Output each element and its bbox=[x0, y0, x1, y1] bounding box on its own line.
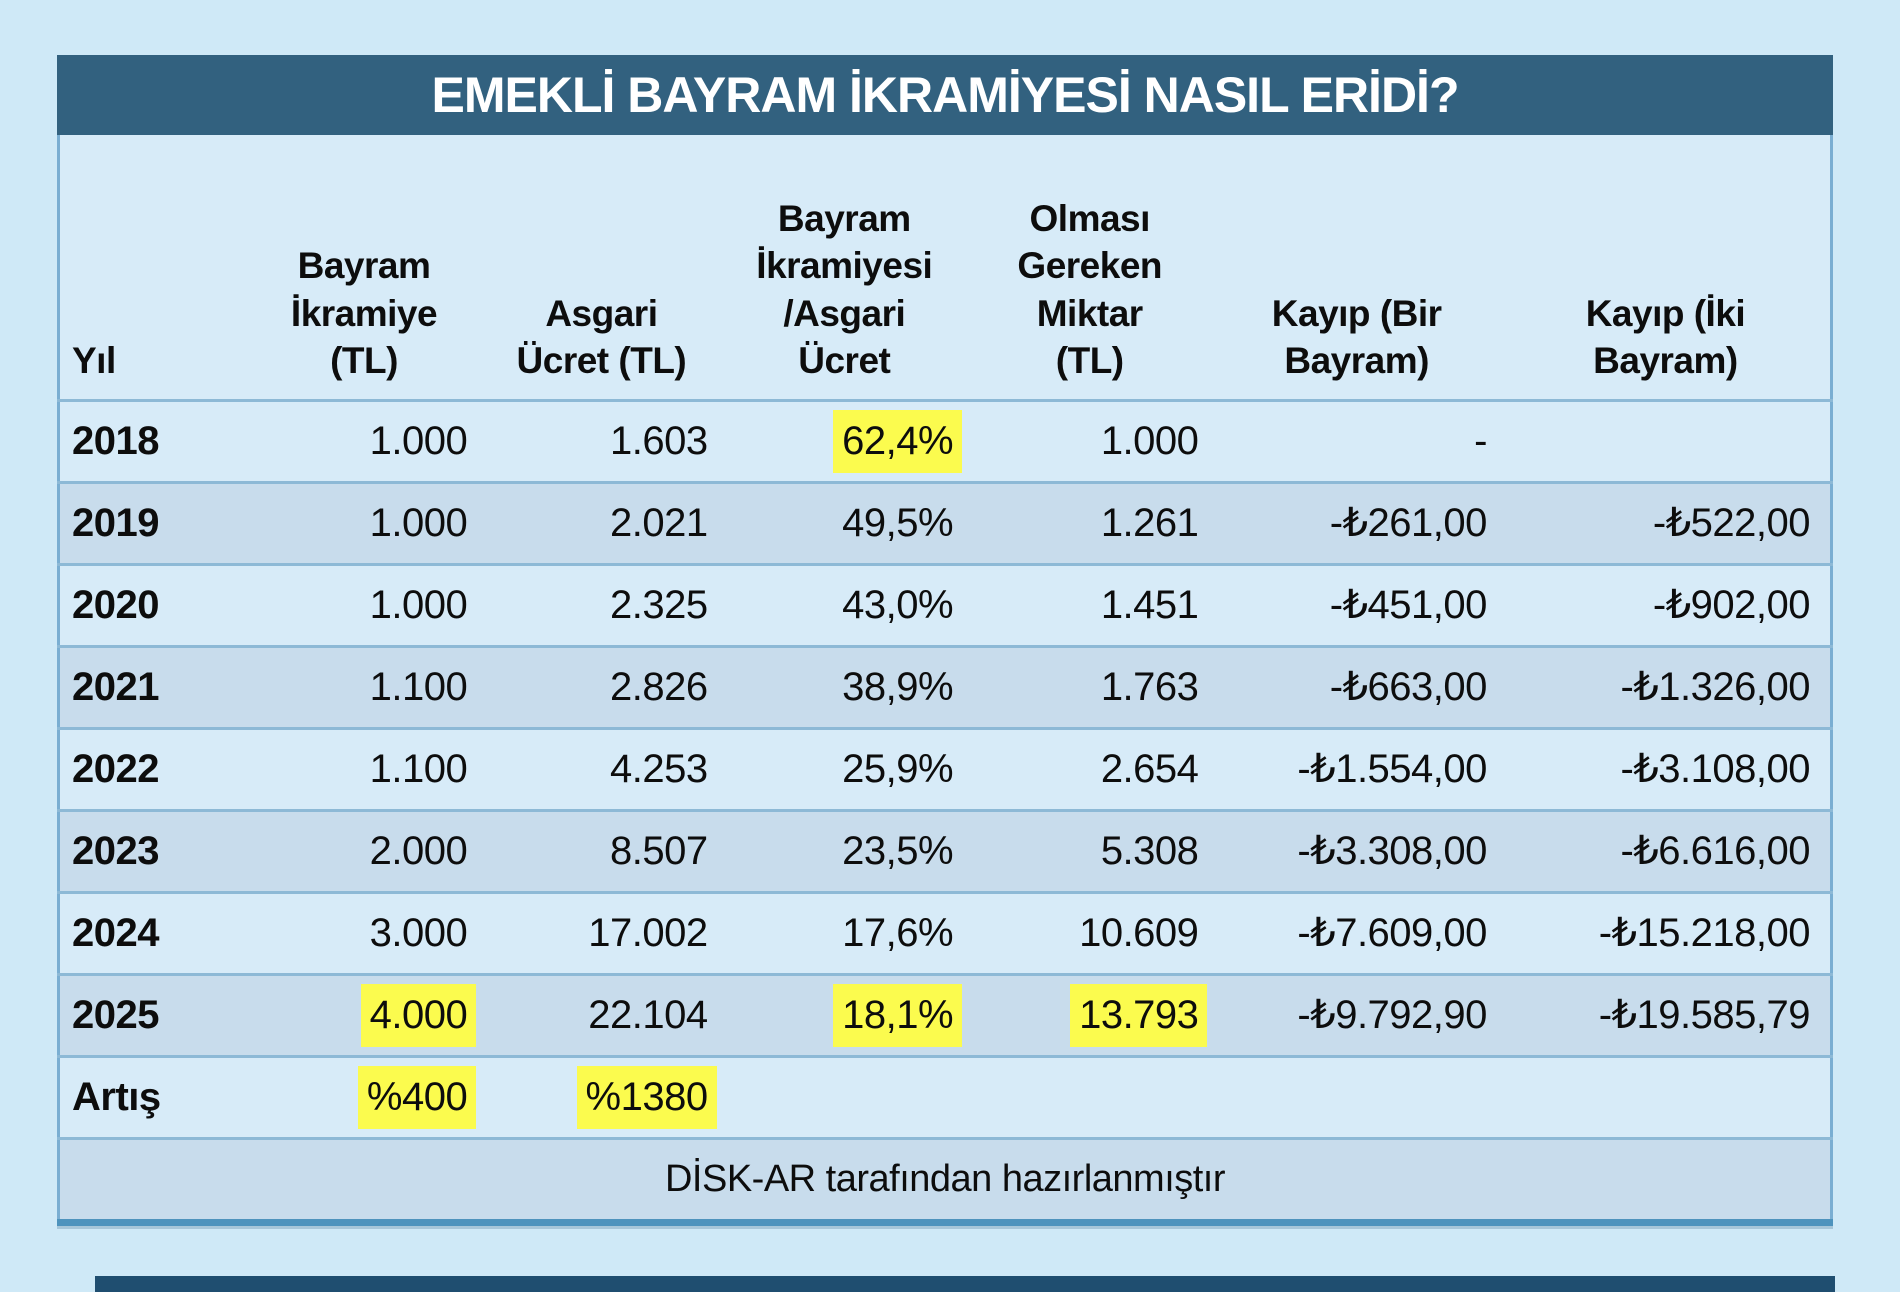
table-cell: 2.826 bbox=[481, 644, 722, 728]
table-cell: 17.002 bbox=[481, 890, 722, 974]
table-row: Artış %400 %1380 bbox=[58, 1054, 1832, 1138]
row-label: 2018 bbox=[72, 418, 159, 463]
row-label: 2020 bbox=[58, 562, 247, 646]
table-cell: 1.000 bbox=[369, 418, 468, 463]
table-row: 2020 1.000 2.325 43,0% 1.451 -₺451,00 -₺902,00 bbox=[58, 562, 1832, 646]
table-cell: -₺6.616,00 bbox=[1500, 808, 1832, 892]
highlighted-value: 62,4% bbox=[833, 409, 963, 473]
table-cell: -₺15.218,00 bbox=[1500, 890, 1832, 974]
col-header-kayip-bir-bayram: Kayıp (Bir Bayram) bbox=[1212, 135, 1501, 402]
table-cell: 43,0% bbox=[721, 562, 968, 646]
col-header-kayip-iki-bayram: Kayıp (İki Bayram) bbox=[1500, 135, 1832, 402]
table-cell: -₺1.326,00 bbox=[1500, 644, 1832, 728]
col-header-olmasi-gereken: Olması Gereken Miktar (TL) bbox=[967, 135, 1213, 402]
highlighted-value: 18,1% bbox=[833, 983, 963, 1047]
table-cell: 18,1% bbox=[721, 972, 968, 1056]
table-cell: 1.000 bbox=[246, 480, 482, 564]
table-cell: %1380 bbox=[481, 1054, 722, 1138]
table-cell: -₺663,00 bbox=[1212, 644, 1501, 728]
table-cell: 2.000 bbox=[246, 808, 482, 892]
col-header-asgari-ucret: Asgari Ücret (TL) bbox=[481, 135, 722, 402]
table-cell: -₺261,00 bbox=[1212, 480, 1501, 564]
table-cell bbox=[1500, 1054, 1832, 1138]
table-cell: -₺451,00 bbox=[1212, 562, 1501, 646]
col-header-ikramiye-asgari-orani: Bayram İkramiyesi /Asgari Ücret bbox=[721, 135, 968, 402]
table-cell: 1.000 bbox=[1100, 418, 1199, 463]
table-cell: 2.021 bbox=[481, 480, 722, 564]
bottom-partial-bar bbox=[95, 1276, 1835, 1292]
table-cell: 49,5% bbox=[721, 480, 968, 564]
table-row: 2019 1.000 2.021 49,5% 1.261 -₺261,00 -₺522,00 bbox=[58, 480, 1832, 564]
table-cell: 23,5% bbox=[721, 808, 968, 892]
table-row: 2018 1.000 1.603 62,4% 1.000 - bbox=[58, 400, 1832, 482]
highlighted-value: %1380 bbox=[576, 1065, 717, 1129]
table-cell: 1.261 bbox=[967, 480, 1213, 564]
bonus-erosion-table-card: EMEKLİ BAYRAM İKRAMİYESİ NASIL ERİDİ? Yı… bbox=[57, 55, 1833, 1226]
table-cell: 13.793 bbox=[967, 972, 1213, 1056]
table-cell: 1.763 bbox=[967, 644, 1213, 728]
footer-row: DİSK-AR tarafından hazırlanmıştır bbox=[58, 1136, 1832, 1222]
table-cell: -₺3.308,00 bbox=[1212, 808, 1501, 892]
table-cell: 1.603 bbox=[610, 418, 708, 463]
table-cell: 38,9% bbox=[721, 644, 968, 728]
row-label: 2022 bbox=[58, 726, 247, 810]
row-label: 2024 bbox=[58, 890, 247, 974]
row-label: 2023 bbox=[58, 808, 247, 892]
table-cell: -₺9.792,90 bbox=[1212, 972, 1501, 1056]
table-cell: 4.000 bbox=[246, 972, 482, 1056]
table-cell: 2.654 bbox=[967, 726, 1213, 810]
data-table: Yıl Bayram İkramiye (TL) Asgari Ücret (T… bbox=[57, 135, 1833, 1226]
table-cell: 4.253 bbox=[481, 726, 722, 810]
table-cell: 3.000 bbox=[246, 890, 482, 974]
table-row: 2022 1.100 4.253 25,9% 2.654 -₺1.554,00 -₺3.10… bbox=[58, 726, 1832, 810]
table-cell bbox=[967, 1054, 1213, 1138]
row-label: 2025 bbox=[58, 972, 247, 1056]
table-title: EMEKLİ BAYRAM İKRAMİYESİ NASIL ERİDİ? bbox=[57, 55, 1833, 135]
table-cell: 1.000 bbox=[246, 562, 482, 646]
table-cell: %400 bbox=[246, 1054, 482, 1138]
highlighted-value: %400 bbox=[357, 1065, 477, 1129]
table-cell: -₺19.585,79 bbox=[1500, 972, 1832, 1056]
col-header-bayram-ikramiye: Bayram İkramiye (TL) bbox=[246, 135, 482, 402]
table-cell: 22.104 bbox=[481, 972, 722, 1056]
table-cell: 62,4% bbox=[722, 400, 967, 482]
table-cell: -₺1.554,00 bbox=[1212, 726, 1501, 810]
table-row: 2021 1.100 2.826 38,9% 1.763 -₺663,00 -₺1.326,… bbox=[58, 644, 1832, 728]
col-header-yil: Yıl bbox=[58, 135, 247, 402]
table-cell: 10.609 bbox=[967, 890, 1213, 974]
table-cell: -₺3.108,00 bbox=[1500, 726, 1832, 810]
table-cell bbox=[721, 1054, 968, 1138]
table-row: 2025 4.000 22.104 18,1% 13.793 -₺9.792,90 -₺19… bbox=[58, 972, 1832, 1056]
table-cell: 2.325 bbox=[481, 562, 722, 646]
row-label: 2021 bbox=[58, 644, 247, 728]
table-cell: -₺7.609,00 bbox=[1212, 890, 1501, 974]
table-cell bbox=[1212, 1054, 1501, 1138]
row-label: Artış bbox=[58, 1054, 247, 1138]
table-cell: 1.100 bbox=[246, 726, 482, 810]
row-label: 2019 bbox=[58, 480, 247, 564]
header-row: Yıl Bayram İkramiye (TL) Asgari Ücret (T… bbox=[58, 135, 1832, 402]
table-cell: -₺902,00 bbox=[1500, 562, 1832, 646]
table-cell: - bbox=[1474, 418, 1487, 463]
highlighted-value: 13.793 bbox=[1070, 983, 1208, 1047]
table-cell: 1.451 bbox=[967, 562, 1213, 646]
source-note: DİSK-AR tarafından hazırlanmıştır bbox=[58, 1136, 1832, 1222]
table-cell: 17,6% bbox=[721, 890, 968, 974]
table-row: 2023 2.000 8.507 23,5% 5.308 -₺3.308,00 -₺6.61… bbox=[58, 808, 1832, 892]
table-cell bbox=[1501, 400, 1832, 482]
table-cell: 1.100 bbox=[246, 644, 482, 728]
highlighted-value: 4.000 bbox=[360, 983, 477, 1047]
table-cell: 5.308 bbox=[967, 808, 1213, 892]
table-cell: 8.507 bbox=[481, 808, 722, 892]
table-cell: -₺522,00 bbox=[1500, 480, 1832, 564]
table-row: 2024 3.000 17.002 17,6% 10.609 -₺7.609,00 -₺15… bbox=[58, 890, 1832, 974]
table-cell: 25,9% bbox=[721, 726, 968, 810]
